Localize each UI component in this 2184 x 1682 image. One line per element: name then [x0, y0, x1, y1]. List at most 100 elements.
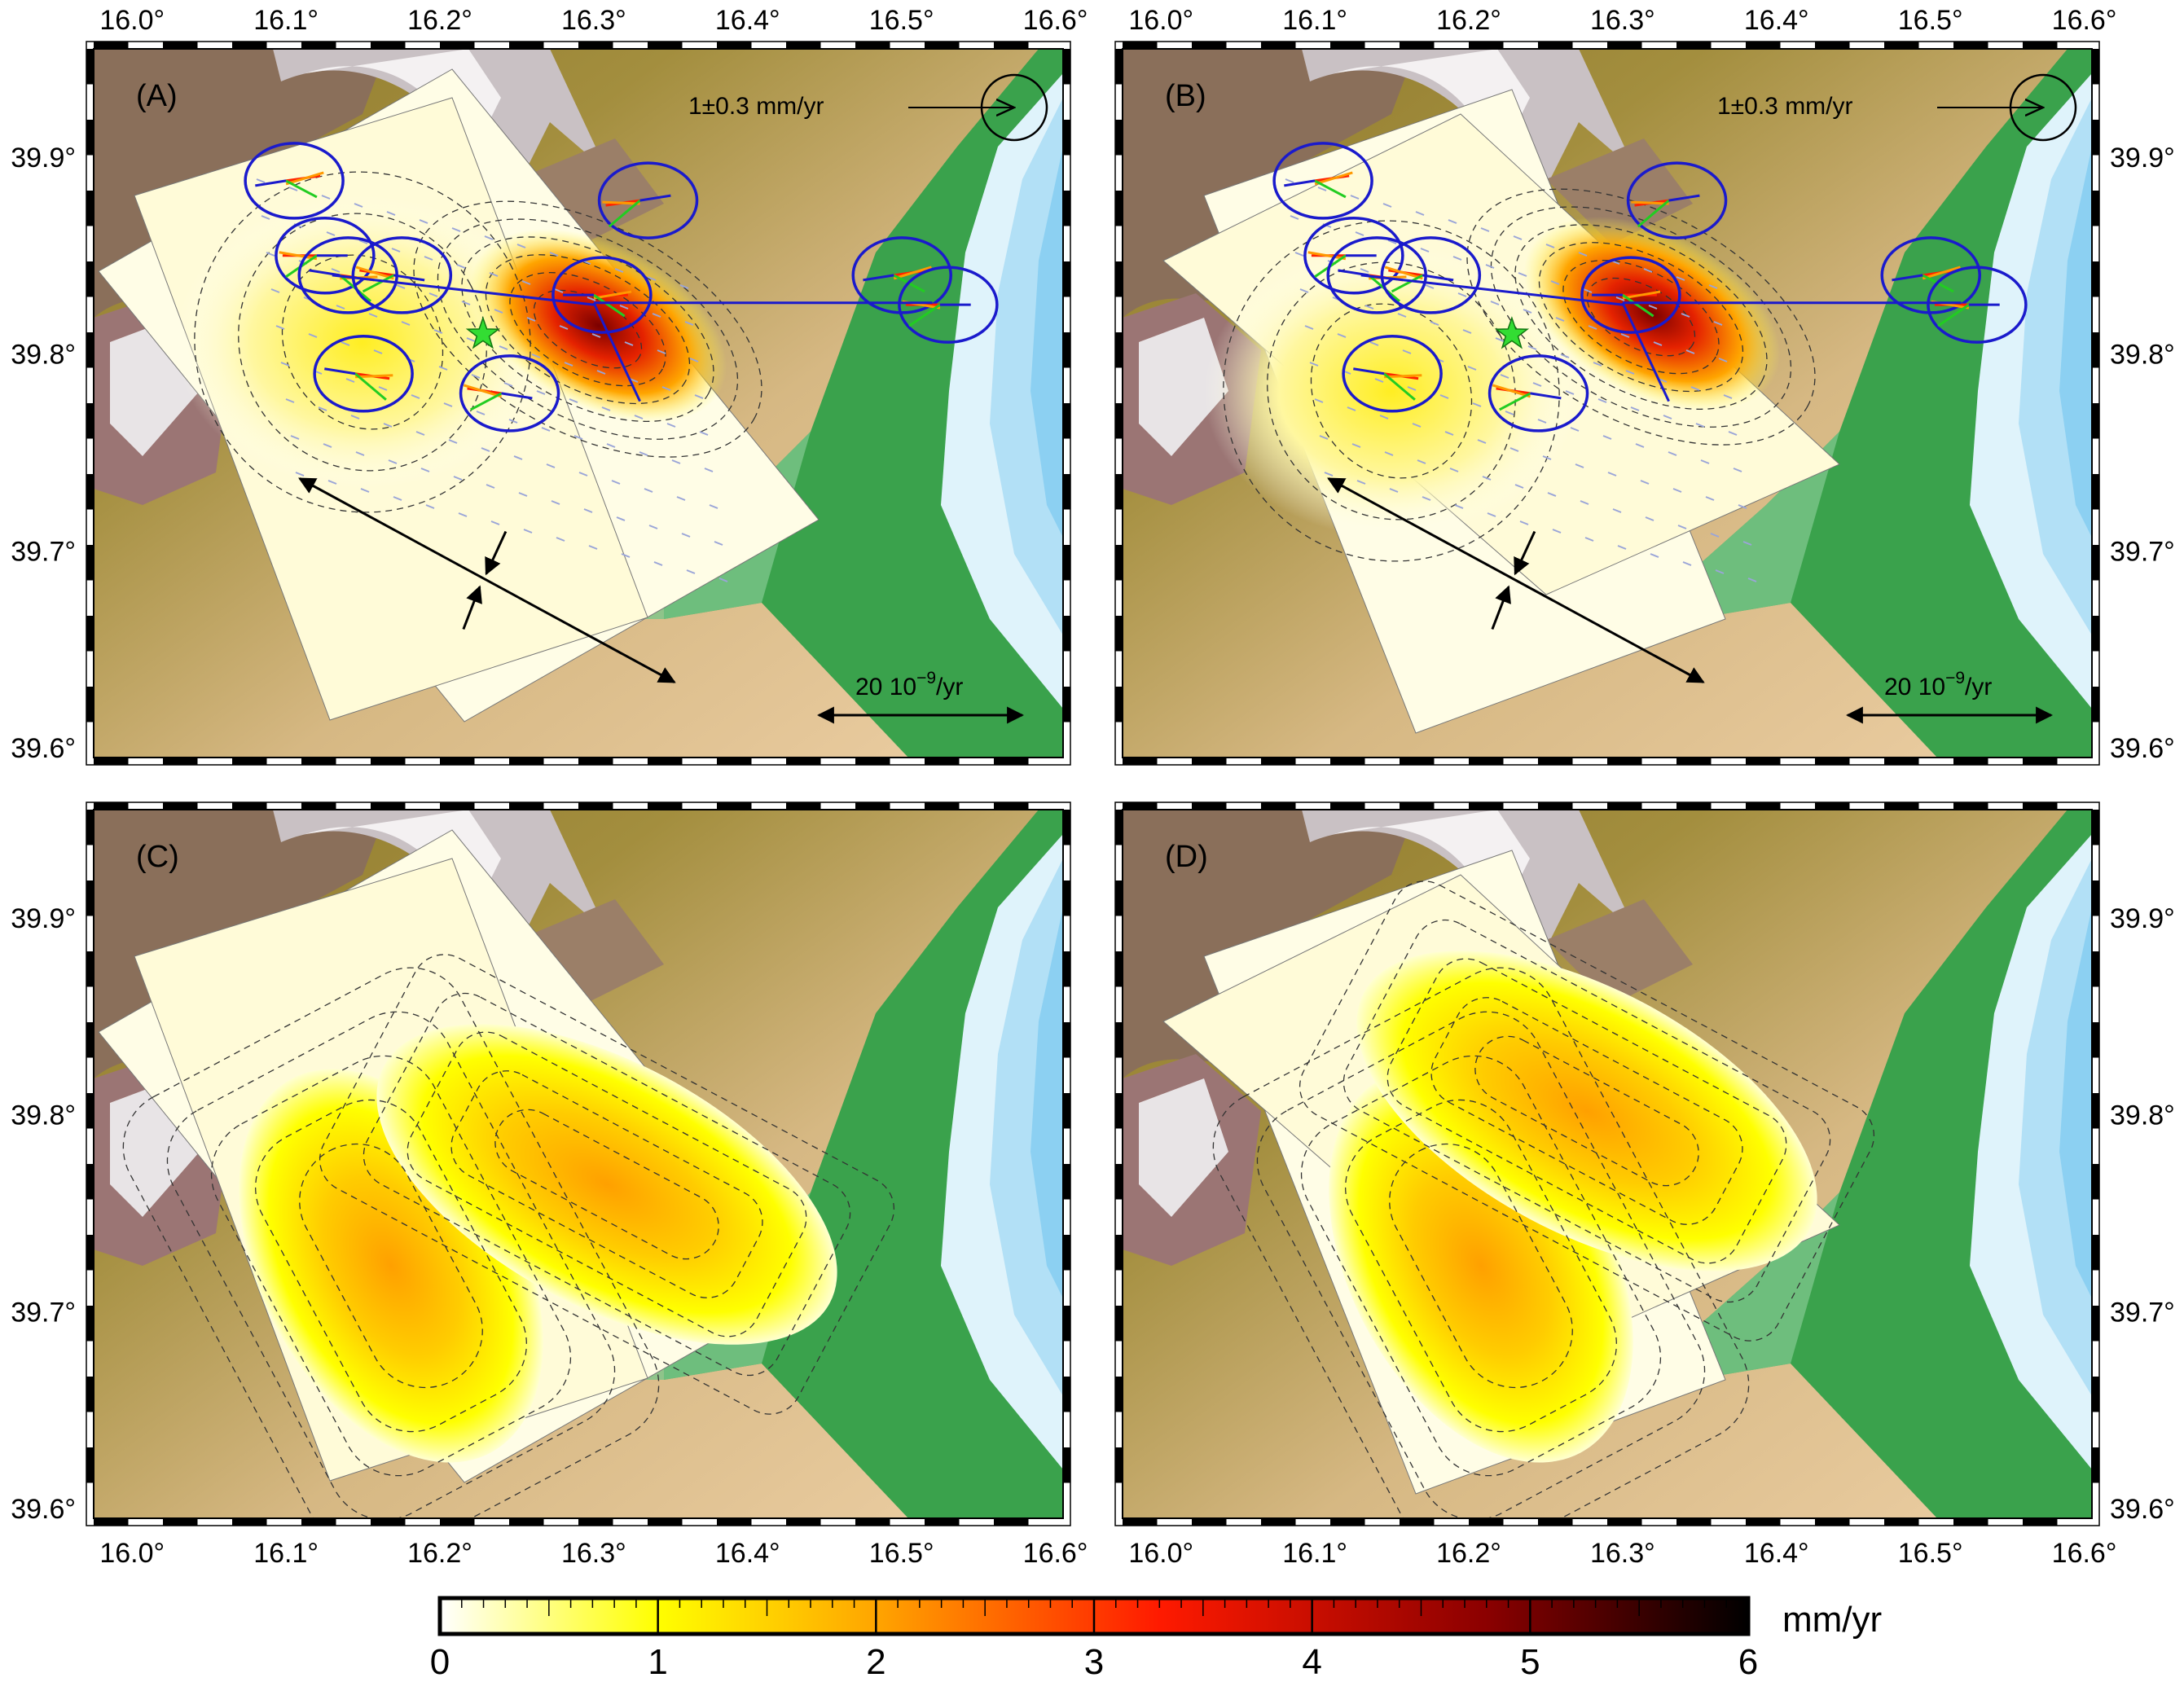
- strain-rate-vector: [368, 313, 378, 318]
- border-segment: [1330, 802, 1365, 810]
- strain-rate-vector: [526, 317, 536, 322]
- border-segment: [1884, 802, 1919, 810]
- slip-contour: [363, 992, 851, 1377]
- strain-rate-vector: [1588, 325, 1597, 330]
- latitude-tick-label: 39.7°: [11, 1297, 76, 1328]
- border-segment: [1115, 1377, 1123, 1412]
- border-segment: [2092, 1306, 2099, 1342]
- model-vector: [355, 374, 393, 379]
- slip-contour: [1430, 997, 1743, 1225]
- strain-rate-vector: [699, 431, 709, 436]
- panel-outer-frame: [1114, 41, 2100, 766]
- border-segment: [94, 802, 129, 810]
- strain-rate-vector: [1708, 284, 1718, 289]
- strain-rate-vector: [1480, 227, 1490, 232]
- border-segment: [2092, 403, 2099, 439]
- strain-rate-vector: [1625, 370, 1635, 375]
- snow-peaks: [273, 810, 607, 948]
- model-vector: [1383, 372, 1416, 401]
- border-segment: [2092, 474, 2099, 510]
- border-segment: [717, 758, 752, 765]
- border-segment: [2023, 758, 2058, 765]
- latitude-tick-label: 39.6°: [2110, 1494, 2175, 1525]
- strain-rate-vector: [411, 394, 420, 399]
- border-segment: [232, 1518, 267, 1526]
- strain-rate-vector: [1319, 435, 1329, 440]
- strain-rate-vector: [1728, 431, 1738, 436]
- border-segment: [1746, 1518, 1781, 1526]
- model-vector: [608, 199, 641, 228]
- panel-outer-frame: [86, 801, 1071, 1526]
- strain-rate-vector: [661, 386, 671, 391]
- colorbar-tick-label: 0: [430, 1642, 450, 1682]
- strain-rate-vector: [489, 272, 499, 277]
- strain-rate-vector: [1715, 569, 1725, 574]
- strain-rate-vector: [1700, 459, 1710, 464]
- colorbar-tick-label: 5: [1520, 1642, 1540, 1682]
- strain-rate-vector: [1304, 325, 1314, 330]
- border-segment: [1746, 758, 1781, 765]
- border-segment: [994, 802, 1029, 810]
- border-segment: [925, 758, 960, 765]
- strain-scale-suffix: /yr: [936, 674, 963, 700]
- strain-rate-vector: [1500, 374, 1509, 379]
- error-ellipse: [597, 161, 699, 239]
- border-segment: [578, 1518, 613, 1526]
- model-vector: [285, 171, 324, 186]
- mountain-east: [517, 899, 664, 1005]
- strain-rate-vector: [606, 443, 616, 448]
- strain-rate-vector: [1565, 390, 1575, 395]
- slip-contour: [1514, 224, 1768, 411]
- border-segment: [440, 42, 475, 49]
- strain-extension-axis: [1327, 477, 1705, 683]
- strain-rate-vector: [290, 435, 300, 440]
- border-segment: [94, 758, 129, 765]
- strain-rate-vector: [1420, 248, 1430, 253]
- observed-vector: [863, 274, 894, 282]
- border-segment: [2092, 810, 2099, 845]
- strain-rate-vector: [424, 256, 433, 261]
- strain-rate-vector: [704, 468, 714, 472]
- strain-rate-vector: [285, 398, 295, 403]
- model-vector: [1314, 179, 1347, 199]
- border-segment: [1400, 42, 1435, 49]
- strain-rate-vector: [1685, 349, 1695, 354]
- strain-rate-vector: [657, 349, 666, 354]
- longitude-tick-label: 16.6°: [2052, 5, 2117, 36]
- latitude-tick-label: 39.9°: [2110, 903, 2175, 934]
- border-segment: [1115, 1306, 1123, 1342]
- strain-rate-vector: [1350, 195, 1360, 200]
- strain-extension-axis: [298, 477, 676, 683]
- strain-rate-vector: [1351, 443, 1361, 448]
- strain-rate-vector: [681, 533, 691, 538]
- longitude-tick-label: 16.3°: [561, 1538, 626, 1569]
- border-segment: [86, 1022, 94, 1058]
- strain-rate-vector: [451, 227, 461, 232]
- error-ellipse: [313, 335, 414, 413]
- strain-rate-vector: [1485, 264, 1495, 269]
- error-ellipse: [1487, 354, 1589, 433]
- slip-patch-2: [376, 1024, 837, 1345]
- panel-outer-frame: [1114, 801, 2100, 1526]
- border-segment: [2092, 1164, 2099, 1200]
- border-segment: [440, 1518, 475, 1526]
- model-vector: [1637, 199, 1670, 228]
- strain-rate-vector: [396, 284, 406, 289]
- border-segment: [1115, 687, 1123, 722]
- strain-rate-vector: [1452, 256, 1462, 261]
- border-segment: [1063, 474, 1070, 510]
- longitude-tick-label: 16.1°: [1282, 1538, 1347, 1569]
- strain-rate-vector: [521, 280, 531, 285]
- strain-rate-vector: [308, 333, 318, 338]
- strain-rate-vector: [1710, 533, 1720, 538]
- strain-rate-vector: [1430, 321, 1439, 326]
- border-segment: [994, 42, 1029, 49]
- border-segment: [2023, 802, 2058, 810]
- border-segment: [1063, 1164, 1070, 1200]
- slip-contour: [406, 1031, 807, 1337]
- slip-contour: [461, 236, 714, 423]
- border-segment: [1261, 802, 1296, 810]
- border-segment: [1063, 616, 1070, 652]
- strain-rate-vector: [679, 284, 689, 289]
- strain-rate-vector: [1635, 443, 1645, 448]
